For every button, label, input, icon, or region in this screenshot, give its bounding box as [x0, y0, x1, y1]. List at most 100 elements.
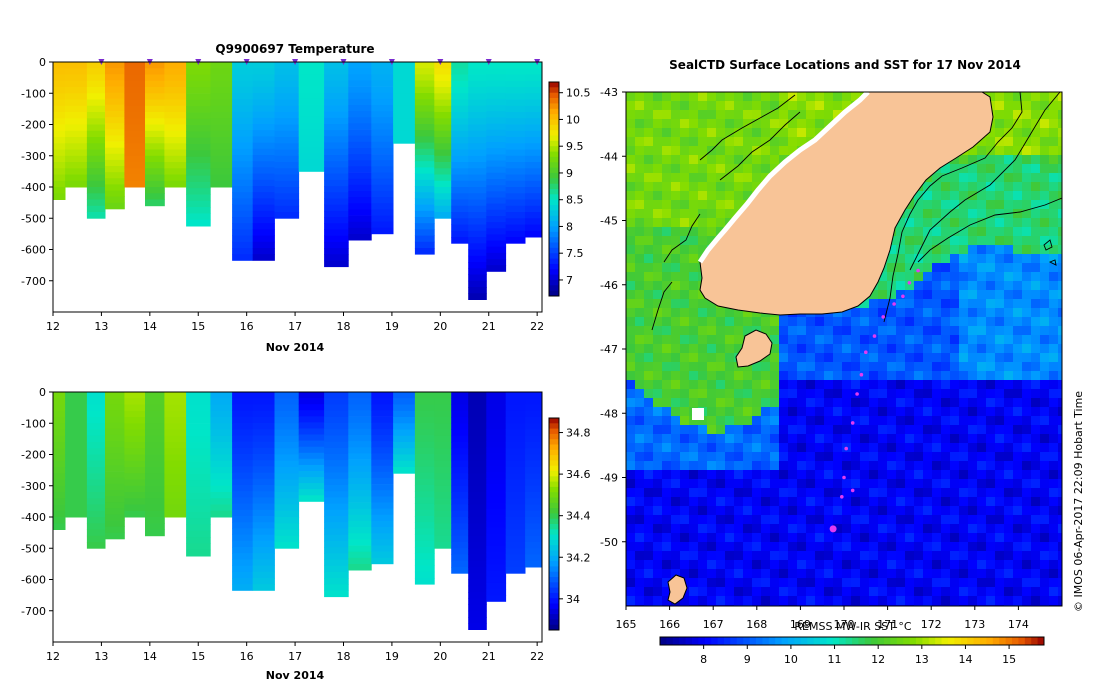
- sst-cell: [968, 326, 978, 336]
- x-tick-label: 14: [143, 650, 157, 663]
- profile-cell: [86, 473, 106, 480]
- profile-cell: [298, 440, 325, 448]
- sst-cell: [770, 443, 780, 453]
- salinity-cells: [53, 392, 543, 630]
- profile-cell: [414, 534, 435, 542]
- sst-cell: [905, 461, 915, 471]
- sst-cell: [1013, 560, 1023, 570]
- sst-cell: [680, 164, 690, 174]
- sst-cell: [779, 587, 789, 597]
- colorbar-swatch: [749, 637, 757, 645]
- sst-cell: [707, 362, 717, 372]
- profile-cell: [252, 435, 275, 442]
- colorbar-swatch: [549, 178, 559, 185]
- profile-cell: [186, 455, 211, 462]
- sst-cell: [689, 281, 699, 291]
- profile-cell: [348, 209, 372, 216]
- sst-cell: [869, 308, 879, 318]
- sst-cell: [923, 398, 933, 408]
- profile-cell: [324, 136, 349, 143]
- x-tick-label: 18: [336, 320, 350, 333]
- profile-cell: [252, 248, 275, 255]
- sst-cell: [959, 407, 969, 417]
- profile-cell: [86, 105, 106, 113]
- profile-cell: [145, 137, 165, 144]
- profile-cell: [298, 489, 325, 496]
- sst-cell: [1040, 110, 1050, 120]
- sst-cell: [896, 263, 906, 273]
- profile-cell: [186, 93, 211, 101]
- profile-cell: [486, 478, 507, 485]
- profile-cell: [393, 392, 416, 399]
- sst-cell: [995, 335, 1005, 345]
- sst-cell: [671, 551, 681, 561]
- sst-cell: [932, 515, 942, 525]
- sst-cell: [806, 524, 816, 534]
- sst-cell: [707, 164, 717, 174]
- sst-cell: [797, 389, 807, 399]
- sst-cell: [779, 479, 789, 489]
- sst-cell: [788, 317, 798, 327]
- sst-cell: [968, 200, 978, 210]
- sst-cell: [1013, 434, 1023, 444]
- colorbar-tick-label: 34.8: [566, 427, 591, 440]
- profile-cell: [186, 163, 211, 170]
- profile-cell: [164, 93, 187, 100]
- profile-cell: [145, 485, 165, 493]
- sst-cell: [959, 236, 969, 246]
- profile-cell: [274, 448, 300, 455]
- sst-cell: [995, 407, 1005, 417]
- sst-cell: [662, 416, 672, 426]
- profile-cell: [451, 218, 469, 225]
- sst-cell: [734, 416, 744, 426]
- sst-cell: [986, 470, 996, 480]
- profile-cell: [232, 472, 254, 480]
- sst-cell: [1004, 173, 1014, 183]
- profile-cell: [145, 130, 165, 138]
- sst-cell: [995, 209, 1005, 219]
- profile-cell: [468, 118, 487, 125]
- sst-cell: [995, 263, 1005, 273]
- profile-cell: [505, 554, 526, 562]
- profile-cell: [65, 417, 88, 424]
- sst-cell: [707, 596, 717, 606]
- sst-cell: [833, 596, 843, 606]
- temperature-title: Q9900697 Temperature: [215, 42, 374, 56]
- profile-cell: [525, 417, 543, 424]
- sst-cell: [707, 443, 717, 453]
- profile-cell: [324, 472, 349, 480]
- profile-cell: [505, 162, 526, 169]
- colorbar-swatch: [549, 502, 559, 509]
- sst-cell: [878, 506, 888, 516]
- sst-cell: [761, 398, 771, 408]
- sst-cell: [914, 407, 924, 417]
- profile-cell: [210, 510, 233, 518]
- sst-cell: [914, 587, 924, 597]
- sst-cell: [689, 137, 699, 147]
- sst-cell: [635, 470, 645, 480]
- sst-cell: [932, 461, 942, 471]
- sst-cell: [662, 587, 672, 597]
- sst-cell: [680, 263, 690, 273]
- sst-cell: [725, 560, 735, 570]
- sst-cell: [1058, 371, 1062, 381]
- profile-cell: [232, 429, 254, 436]
- sst-cell: [626, 209, 636, 219]
- sst-cell: [1040, 452, 1050, 462]
- sst-cell: [635, 335, 645, 345]
- profile-cell: [414, 80, 435, 88]
- sst-cell: [1058, 488, 1062, 498]
- sst-cell: [635, 389, 645, 399]
- profile-cell: [451, 230, 469, 238]
- sst-cell: [896, 497, 906, 507]
- sst-cell: [626, 515, 636, 525]
- profile-cell: [210, 410, 233, 418]
- profile-cell: [348, 410, 372, 417]
- sst-cell: [716, 146, 726, 156]
- sst-cell: [689, 245, 699, 255]
- sst-cell: [995, 146, 1005, 156]
- profile-cell: [252, 179, 275, 187]
- sst-cell: [752, 110, 762, 120]
- profile-cell: [86, 398, 106, 405]
- sst-cell: [806, 344, 816, 354]
